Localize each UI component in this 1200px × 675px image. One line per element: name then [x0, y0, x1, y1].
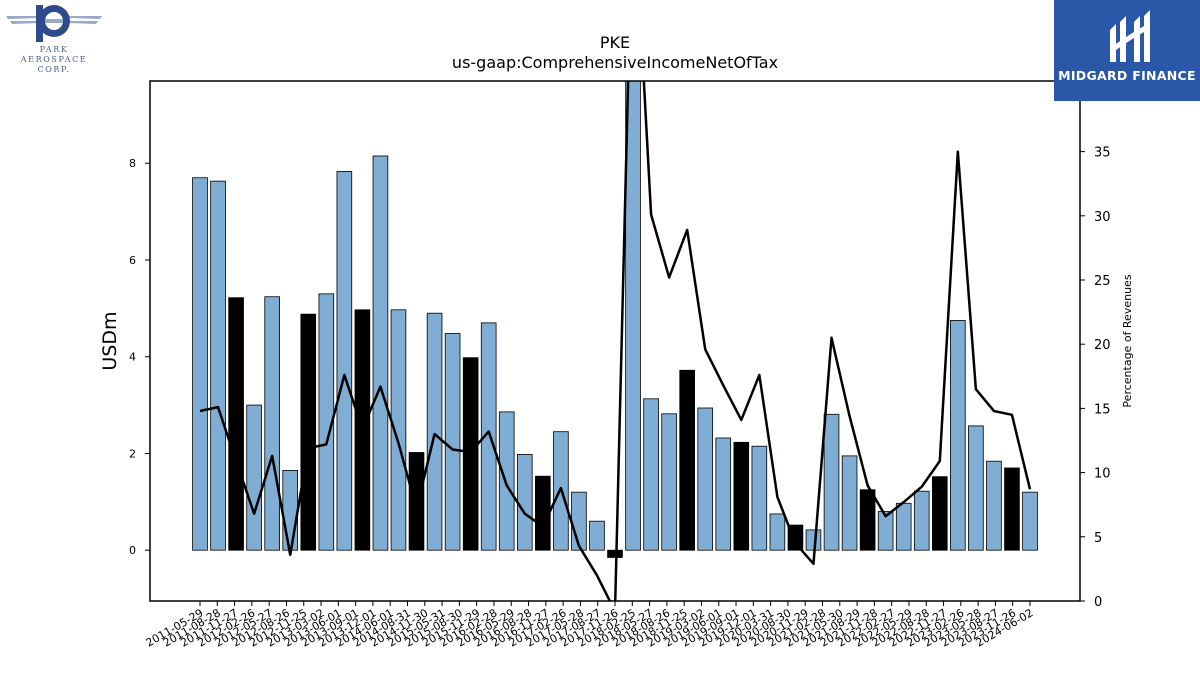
- bar: [913, 490, 930, 551]
- bar: [950, 320, 966, 551]
- midgard-logo-name: MIDGARD FINANCE: [1058, 68, 1196, 83]
- y-tick-label: 0: [129, 544, 136, 557]
- bar: [246, 404, 262, 551]
- bar: [931, 476, 948, 551]
- bar: [841, 455, 858, 551]
- bar: [210, 180, 226, 551]
- park-logo-line3: CORP.: [37, 65, 71, 74]
- bar: [661, 413, 677, 551]
- park-logo-icon: [6, 5, 102, 42]
- bar: [625, 81, 641, 551]
- y-tick-label: 4: [129, 351, 136, 364]
- y-axis-left: 0 2 4 6 8: [129, 157, 150, 557]
- y2-tick-label: 15: [1094, 402, 1111, 417]
- bar: [228, 297, 244, 551]
- bar: [859, 489, 876, 551]
- bar: [769, 513, 786, 551]
- y2-tick-label: 35: [1094, 146, 1111, 161]
- bar: [462, 357, 479, 551]
- chart-subtitle: us-gaap:ComprehensiveIncomeNetOfTax: [452, 53, 778, 72]
- y-tick-label: 6: [129, 254, 136, 267]
- bar: [877, 511, 894, 551]
- bar: [444, 333, 461, 551]
- midgard-finance-logo: MIDGARD FINANCE: [1054, 0, 1200, 101]
- bar: [408, 452, 425, 551]
- park-logo-name: PARK: [39, 45, 69, 54]
- y2-tick-label: 30: [1094, 210, 1111, 225]
- y2-tick-label: 10: [1094, 467, 1111, 482]
- y2-tick-label: 25: [1094, 274, 1111, 289]
- bar: [1004, 467, 1020, 551]
- y2-tick-label: 0: [1094, 595, 1102, 610]
- bar: [571, 491, 587, 551]
- bar: [968, 425, 984, 551]
- x-axis: 2011-05-292011-08-282011-11-272012-02-26…: [144, 601, 1036, 650]
- bar: [895, 502, 912, 551]
- bar: [480, 322, 497, 551]
- bar: [679, 369, 695, 551]
- bar: [589, 520, 605, 551]
- bar: [823, 413, 840, 551]
- y2-tick-label: 5: [1094, 531, 1102, 546]
- y-tick-label: 8: [129, 157, 136, 170]
- bar: [498, 411, 515, 551]
- bar: [751, 445, 768, 551]
- y2-tick-label: 20: [1094, 338, 1111, 353]
- bar: [986, 460, 1002, 551]
- park-aerospace-logo: PARK AEROSPACE CORP.: [4, 2, 104, 76]
- series-line: [199, 81, 1032, 601]
- bar: [805, 529, 822, 551]
- bar: [516, 454, 533, 551]
- bar: [607, 549, 623, 558]
- bar: [643, 398, 659, 551]
- bar: [192, 177, 208, 551]
- bar: [1022, 491, 1038, 551]
- y-axis-right: 0510152025303540: [1080, 81, 1111, 610]
- bar: [715, 437, 732, 551]
- chart-title: PKE: [600, 33, 630, 52]
- midgard-logo-icon: [1110, 10, 1150, 62]
- bar: [390, 309, 407, 551]
- y2-axis-label: Percentage of Revenues: [1121, 274, 1134, 407]
- bar: [733, 441, 750, 551]
- bar: [300, 313, 317, 551]
- bar: [372, 155, 389, 551]
- bar: [697, 407, 714, 551]
- y-tick-label: 2: [129, 447, 136, 460]
- park-logo-line2: AEROSPACE: [20, 55, 88, 64]
- bar: [282, 469, 299, 551]
- y-axis-label: USDm: [99, 311, 121, 370]
- bar: [264, 296, 280, 551]
- bars-layer: [192, 81, 1038, 558]
- bar: [426, 312, 443, 551]
- line-layer: [199, 81, 1032, 601]
- bar: [336, 171, 353, 551]
- bar: [318, 293, 335, 551]
